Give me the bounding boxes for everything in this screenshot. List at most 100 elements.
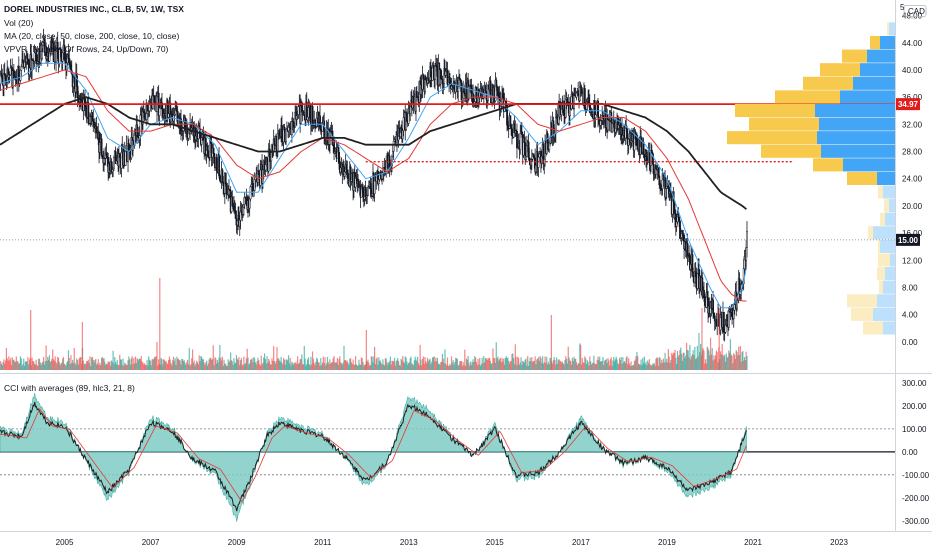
volume-bar [561,362,563,370]
volume-bar [582,362,584,370]
volume-bar [567,346,569,370]
candle-body [275,135,278,150]
volume-bar [225,363,227,370]
vpvr-up-bar [727,131,817,145]
volume-bar [108,362,110,370]
volume-bar [413,360,415,370]
volume-bar [506,357,508,370]
volume-spike [701,308,703,370]
volume-bar [469,365,471,370]
volume-bar [483,356,485,370]
volume-bar [682,352,684,370]
volume-bar [39,362,41,370]
volume-bar [148,359,151,370]
volume-bar [311,351,314,370]
volume-bar [38,358,40,370]
volume-bar [705,363,708,370]
volume-bar [287,360,289,370]
volume-bar [555,364,557,370]
volume-bar [527,365,530,370]
volume-bar [144,364,147,370]
volume-bar [149,360,151,370]
volume-bar [563,364,565,370]
volume-bar [107,361,109,370]
volume-bar [729,339,732,370]
volume-bar [627,364,629,370]
volume-bar [338,358,340,370]
volume-bar [123,365,125,370]
volume-bar [738,355,741,370]
vpvr-down-bar [880,35,895,50]
volume-bar [240,357,242,370]
volume-bar [594,364,597,370]
volume-bar [311,364,313,370]
volume-bar [667,349,669,370]
volume-bar [354,364,356,370]
volume-bar [4,363,6,370]
volume-bar [590,364,593,370]
volume-bar [298,363,300,370]
volume-bar [407,364,409,370]
volume-bar [436,357,439,370]
volume-bar [368,362,370,370]
volume-bar [321,365,323,370]
volume-bar [673,352,675,370]
volume-bar [463,365,465,370]
volume-bar [77,364,79,370]
vpvr-down-bar [883,185,895,199]
price-tick-label: 32.00 [902,120,923,129]
volume-bar [243,356,245,370]
volume-bar [41,362,43,370]
volume-bar [81,363,83,370]
volume-bar [587,361,589,370]
volume-bar [532,361,535,370]
volume-bar [248,364,250,370]
volume-bar [568,357,570,370]
volume-bar [86,361,89,370]
cci-tick-label: 0.00 [902,448,918,457]
volume-bar [388,362,390,370]
vpvr-up-bar [735,103,815,118]
volume-bar [699,352,701,370]
volume-bar [558,359,560,370]
volume-bar [589,360,592,370]
volume-bar [539,356,541,370]
volume-bar [477,358,479,370]
volume-bar [278,360,281,370]
volume-bar [407,363,410,370]
vpvr-down-bar [883,321,895,335]
time-tick-label: 2019 [658,538,676,547]
cci-tick-label: -100.00 [902,471,930,480]
volume-bar [680,347,682,370]
candle-body [525,156,527,161]
cci-legend: CCI with averages (89, hlc3, 21, 8) [4,383,135,393]
volume-bar [283,359,286,370]
volume-bar [341,364,343,370]
volume-bar [211,359,214,370]
volume-bar [193,360,195,370]
volume-bar [100,364,102,370]
vpvr-up-bar [749,117,819,131]
volume-bar [241,364,243,370]
volume-bar [120,359,123,370]
volume-bar [110,365,112,370]
volume-bar [726,357,728,370]
volume-bar [510,360,512,370]
candle-body [538,153,541,158]
volume-bar [519,362,521,370]
volume-bar [249,363,251,370]
volume-bar [468,362,470,370]
volume-bar [480,363,482,370]
volume-bar [76,359,79,370]
volume-bar [525,358,527,370]
volume-bar [609,365,611,370]
volume-bar [288,363,290,370]
volume-bar [17,361,19,370]
volume-bar [54,356,56,370]
price-tick-label: 28.00 [902,148,923,157]
volume-bar [208,359,210,370]
volume-bar [44,361,46,370]
volume-bar [446,357,449,370]
volume-bar [657,357,659,370]
